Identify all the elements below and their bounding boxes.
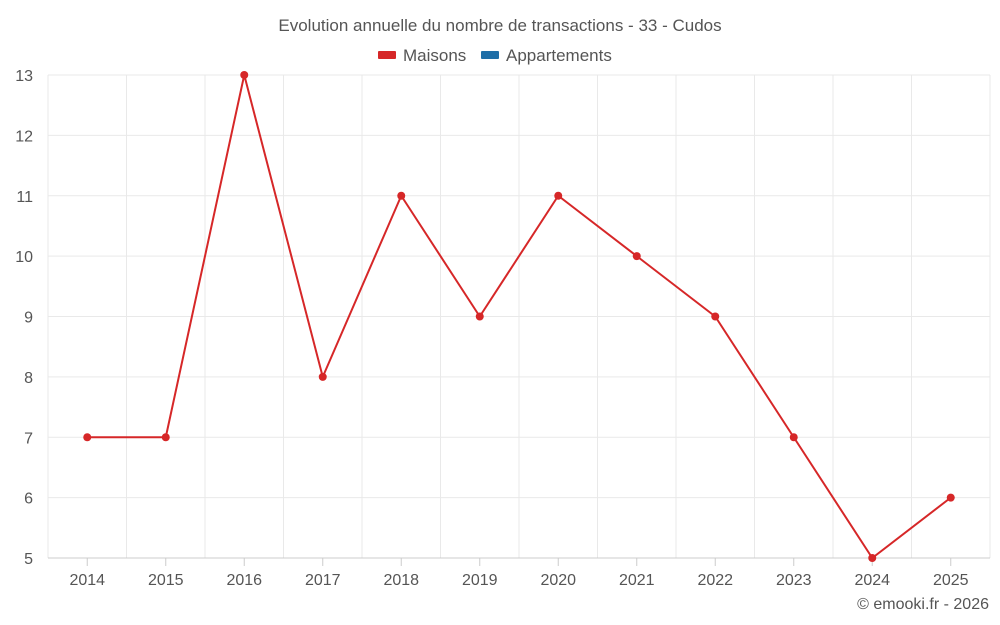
x-tick-label: 2016 — [226, 572, 262, 589]
data-point-maisons[interactable] — [240, 71, 249, 79]
x-tick-label: 2021 — [619, 572, 655, 589]
y-tick-label: 11 — [16, 189, 33, 206]
x-tick-label: 2025 — [933, 572, 969, 589]
data-point-maisons[interactable] — [161, 433, 170, 442]
x-tick-label: 2020 — [540, 572, 576, 589]
data-point-maisons[interactable] — [632, 252, 641, 261]
x-tick-label: 2024 — [854, 572, 890, 589]
y-tick-label: 10 — [15, 249, 33, 266]
x-tick-label: 2022 — [697, 572, 733, 589]
x-tick-label: 2018 — [383, 572, 419, 589]
legend-label-maisons: Maisons — [403, 46, 466, 65]
legend-label-appartements: Appartements — [506, 46, 612, 65]
x-tick-label: 2019 — [462, 572, 498, 589]
y-tick-label: 6 — [24, 491, 33, 508]
data-point-maisons[interactable] — [318, 372, 327, 381]
data-point-maisons[interactable] — [711, 312, 720, 321]
credit-text: © emooki.fr - 2026 — [857, 596, 989, 613]
legend-swatch-appartements — [481, 51, 499, 59]
x-tick-label: 2015 — [148, 572, 184, 589]
data-point-maisons[interactable] — [83, 433, 92, 442]
x-tick-label: 2014 — [69, 572, 105, 589]
y-tick-label: 7 — [24, 430, 33, 447]
x-tick-label: 2017 — [305, 572, 341, 589]
gridlines — [47, 74, 991, 558]
data-point-maisons[interactable] — [946, 493, 955, 502]
x-axis-ticks: 2014 2015 2016 2017 2018 2019 2020 2021 2022 2023… — [69, 558, 969, 589]
series — [83, 71, 955, 562]
y-axis-ticks: 5 6 7 8 9 10 11 12 13 — [15, 68, 33, 568]
series-line-maisons — [87, 74, 952, 559]
y-tick-label: 9 — [24, 310, 33, 327]
chart-title: Evolution annuelle du nombre de transact… — [278, 16, 721, 35]
y-tick-label: 13 — [15, 68, 33, 85]
legend-item-maisons[interactable]: Maisons — [378, 46, 466, 65]
data-point-maisons[interactable] — [789, 433, 798, 442]
data-point-maisons[interactable] — [397, 191, 406, 200]
y-tick-label: 8 — [24, 370, 33, 387]
legend-swatch-maisons — [378, 51, 396, 59]
legend: Maisons Appartements — [378, 46, 612, 65]
x-tick-label: 2023 — [776, 572, 812, 589]
y-tick-label: 12 — [15, 128, 33, 145]
legend-item-appartements[interactable]: Appartements — [481, 46, 612, 65]
y-tick-label: 5 — [24, 551, 33, 568]
data-point-maisons[interactable] — [554, 191, 563, 200]
data-point-maisons[interactable] — [475, 312, 484, 321]
data-point-maisons[interactable] — [868, 554, 877, 562]
